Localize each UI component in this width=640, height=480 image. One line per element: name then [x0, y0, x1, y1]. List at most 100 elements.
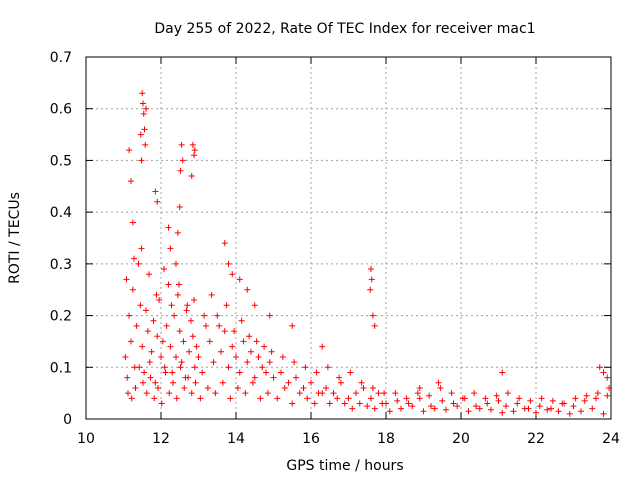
- data-point: [126, 147, 133, 154]
- data-point: [544, 406, 551, 413]
- data-point: [476, 405, 483, 412]
- data-point: [159, 338, 166, 345]
- data-point: [405, 400, 412, 407]
- data-point: [126, 312, 133, 319]
- data-point: [484, 400, 491, 407]
- data-point: [158, 353, 164, 360]
- y-tick-label: 0.5: [50, 153, 72, 169]
- data-point: [482, 395, 489, 402]
- data-point: [330, 390, 337, 397]
- y-tick-label: 0.4: [50, 205, 72, 221]
- data-point: [439, 397, 446, 404]
- y-axis-label: ROTI / TECUs: [7, 192, 23, 284]
- data-point: [593, 395, 599, 402]
- data-point: [176, 281, 182, 288]
- data-point: [244, 359, 251, 366]
- data-point: [140, 100, 146, 107]
- data-point: [375, 390, 382, 397]
- data-point: [208, 291, 215, 298]
- data-point: [356, 400, 363, 407]
- x-tick-label: 24: [602, 431, 620, 447]
- data-point: [174, 291, 181, 298]
- data-point: [435, 379, 442, 386]
- data-point: [583, 392, 590, 399]
- data-point: [367, 286, 374, 293]
- data-point: [353, 390, 359, 397]
- data-point: [216, 322, 223, 329]
- data-point: [191, 147, 198, 154]
- data-point: [521, 405, 528, 412]
- x-tick-label: 16: [302, 431, 320, 447]
- data-point: [549, 397, 556, 404]
- data-point: [259, 364, 266, 371]
- data-point: [129, 219, 136, 226]
- data-point: [527, 397, 534, 404]
- data-point: [536, 403, 543, 410]
- data-point: [594, 390, 601, 397]
- data-point: [326, 400, 333, 407]
- data-point: [225, 260, 232, 267]
- data-point: [152, 188, 159, 195]
- data-point: [488, 406, 494, 413]
- data-point: [246, 333, 253, 340]
- data-point: [279, 353, 286, 360]
- data-point: [143, 105, 149, 112]
- data-point: [403, 395, 410, 402]
- data-point: [248, 348, 254, 355]
- data-point: [596, 364, 603, 371]
- data-point: [177, 167, 184, 174]
- x-tick-label: 18: [377, 431, 395, 447]
- data-point: [183, 307, 190, 314]
- data-point: [281, 384, 288, 391]
- data-point: [291, 359, 298, 366]
- data-point: [499, 409, 506, 416]
- data-point: [255, 353, 262, 360]
- data-point: [143, 307, 149, 314]
- data-point: [538, 395, 545, 402]
- data-point: [147, 374, 154, 381]
- data-point: [313, 369, 320, 376]
- data-point: [369, 312, 376, 319]
- data-point: [124, 374, 131, 381]
- data-point: [416, 395, 423, 402]
- data-point: [341, 400, 348, 407]
- data-point: [195, 353, 202, 360]
- data-point: [189, 141, 196, 148]
- data-point: [146, 359, 153, 366]
- data-point: [138, 245, 145, 252]
- data-point: [158, 400, 165, 407]
- data-point: [191, 297, 197, 304]
- data-point: [300, 384, 307, 391]
- data-point: [251, 302, 258, 309]
- data-point: [454, 403, 461, 410]
- y-tick-label: 0: [63, 412, 72, 428]
- data-point: [129, 286, 136, 293]
- data-point: [493, 392, 500, 399]
- data-point: [169, 369, 176, 376]
- data-point: [236, 276, 243, 283]
- x-tick-label: 20: [452, 431, 470, 447]
- data-point: [379, 400, 386, 407]
- data-point: [450, 400, 457, 407]
- data-point: [236, 369, 243, 376]
- data-point: [261, 343, 268, 350]
- data-point: [443, 406, 449, 413]
- data-point: [345, 395, 352, 402]
- data-point: [188, 317, 194, 324]
- data-point: [229, 343, 236, 350]
- plot-frame: [85, 56, 612, 420]
- data-point: [125, 390, 131, 397]
- data-point: [162, 369, 169, 376]
- data-point: [504, 390, 511, 397]
- data-point: [437, 384, 444, 391]
- data-point: [409, 403, 416, 410]
- data-point: [304, 395, 311, 402]
- data-point: [139, 90, 146, 97]
- x-tick-label: 10: [77, 431, 95, 447]
- data-point: [394, 397, 401, 404]
- data-point: [253, 338, 260, 345]
- data-point: [386, 408, 393, 415]
- data-point: [178, 359, 185, 366]
- data-point: [420, 408, 427, 415]
- data-point: [206, 338, 213, 345]
